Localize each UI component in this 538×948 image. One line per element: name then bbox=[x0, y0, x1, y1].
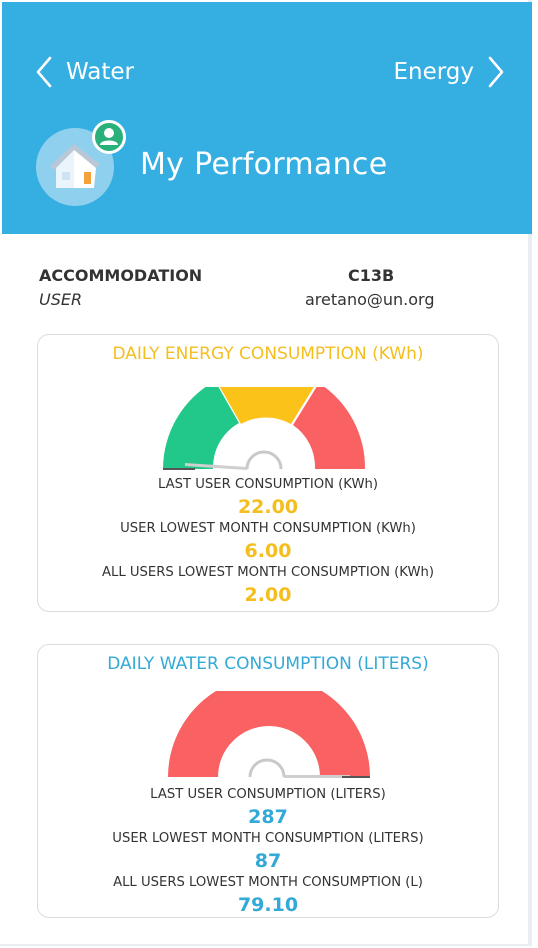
energy-all-value: 2.00 bbox=[244, 584, 292, 606]
nav-next-label: Energy bbox=[393, 59, 474, 85]
water-needle-hub bbox=[248, 758, 286, 778]
water-gauge-red bbox=[168, 691, 370, 777]
chevron-right-icon bbox=[488, 56, 504, 88]
water-consumption-card: DAILY WATER CONSUMPTION (LITERS) LAST US… bbox=[37, 644, 499, 918]
energy-last-value: 22.00 bbox=[237, 496, 299, 518]
user-icon-badge bbox=[92, 120, 126, 154]
accommodation-value: USER bbox=[39, 290, 83, 309]
house-icon-circle bbox=[36, 128, 114, 206]
energy-gauge-yellow bbox=[217, 383, 317, 424]
page-title: My Performance bbox=[140, 147, 388, 182]
nav-back-water[interactable]: Water bbox=[34, 54, 134, 90]
energy-consumption-card: DAILY ENERGY CONSUMPTION (KWh) LAST USER… bbox=[37, 334, 499, 612]
energy-needle bbox=[185, 463, 247, 470]
water-gauge bbox=[168, 691, 370, 778]
water-all-label: ALL USERS LOWEST MONTH CONSUMPTION (L) bbox=[113, 875, 423, 890]
header-bar: Water Energy My Performance bbox=[2, 2, 532, 234]
water-needle bbox=[284, 775, 350, 778]
chevron-left-icon bbox=[36, 56, 52, 88]
water-card-title: DAILY WATER CONSUMPTION (LITERS) bbox=[107, 654, 429, 674]
user-icon bbox=[100, 128, 118, 145]
water-last-label: LAST USER CONSUMPTION (LITERS) bbox=[150, 787, 386, 802]
energy-gauge-red bbox=[293, 383, 366, 469]
energy-needle-hub bbox=[245, 450, 283, 470]
energy-last-label: LAST USER CONSUMPTION (KWh) bbox=[157, 477, 379, 492]
accommodation-avatar bbox=[36, 120, 128, 210]
energy-lowest-value: 6.00 bbox=[244, 540, 292, 562]
user-email: aretano@un.org bbox=[305, 290, 435, 309]
house-icon bbox=[50, 144, 100, 188]
energy-gauge-green bbox=[163, 383, 239, 469]
accommodation-label: ACCOMMODATION bbox=[39, 266, 203, 285]
energy-card-title: DAILY ENERGY CONSUMPTION (KWh) bbox=[112, 344, 424, 364]
accommodation-code: C13B bbox=[348, 266, 395, 285]
nav-back-label: Water bbox=[66, 59, 134, 85]
water-lowest-label: USER LOWEST MONTH CONSUMPTION (LITERS) bbox=[112, 831, 424, 846]
energy-all-label: ALL USERS LOWEST MONTH CONSUMPTION (KWh) bbox=[101, 565, 435, 580]
nav-next-energy[interactable]: Energy bbox=[393, 54, 506, 90]
energy-lowest-label: USER LOWEST MONTH CONSUMPTION (KWh) bbox=[120, 521, 416, 536]
energy-gauge bbox=[161, 383, 371, 470]
water-last-value: 287 bbox=[248, 806, 288, 828]
water-lowest-value: 87 bbox=[254, 850, 282, 872]
water-all-value: 79.10 bbox=[237, 894, 299, 916]
